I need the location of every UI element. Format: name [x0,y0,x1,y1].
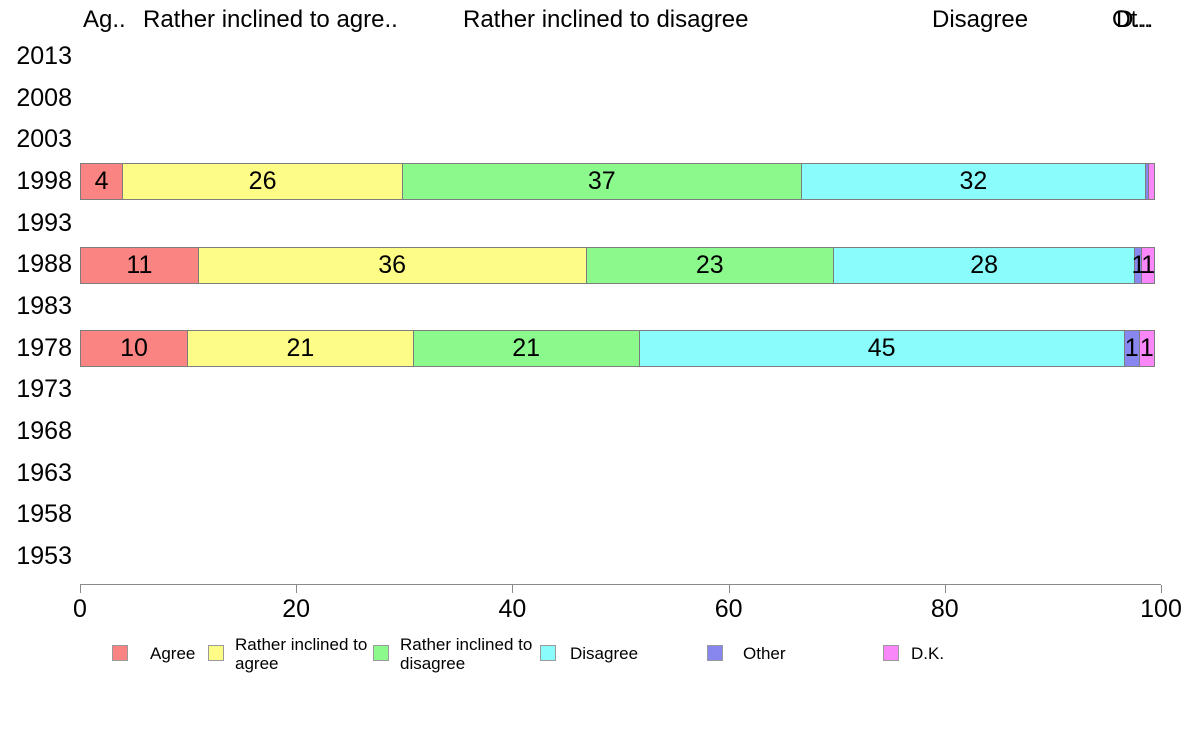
segment-value-label: 1 [1139,333,1154,362]
bar-segment[interactable]: 36 [197,246,587,284]
chart-row [80,203,1160,245]
bar-segment[interactable]: 1 [1138,329,1155,367]
bar-segment[interactable]: 1 [1141,246,1156,284]
segment-value-label: 23 [695,250,724,279]
segment-value-label: 1 [1131,250,1146,279]
segment-value-label: 37 [587,167,616,196]
column-header: Rather inclined to disagree [463,6,749,33]
segment-value-label: 21 [512,333,541,362]
segment-value-label: 1 [1124,333,1139,362]
year-label: 1993 [16,208,72,237]
segment-value-label: 11 [126,250,153,279]
stacked-bar-1978: 10 21 21 45 1 1 [80,329,1160,367]
chart-row: 10 21 21 45 1 1 [80,328,1160,370]
segment-value-label: 28 [970,250,999,279]
year-label: 1973 [16,375,72,404]
year-label: 2008 [16,83,72,112]
legend-item-label[interactable]: Agree [150,644,196,663]
axis-tick-label: 20 [282,595,311,623]
year-label: 2013 [16,42,72,70]
axis-tick [944,585,946,593]
year-label: 1953 [16,541,72,570]
segment-value-label: 26 [248,167,277,196]
year-label: 1968 [16,416,72,445]
column-header: Rather inclined to agre.. [143,6,398,33]
bar-segment[interactable]: 37 [401,163,802,201]
year-label: 2003 [16,125,72,154]
bar-segment[interactable]: 32 [800,163,1147,201]
segment-value-label: 4 [94,167,109,196]
chart-row [80,453,1160,495]
bar-segment[interactable]: 1 [1123,329,1140,367]
legend-item-label[interactable]: Other [743,644,786,663]
x-axis: 0 20 40 60 80 100 [73,584,1182,625]
year-label: 1963 [16,458,72,487]
axis-tick-label: 0 [73,595,87,623]
year-label: 1998 [16,166,72,195]
segment-value-label: 45 [867,333,896,362]
legend-swatch[interactable] [112,645,128,661]
year-label: 1988 [16,250,72,279]
axis-tick [296,585,298,593]
chart-row [80,78,1160,120]
axis-tick-label: 60 [714,595,743,623]
bar-segment[interactable]: 26 [122,163,403,201]
chart-row [80,119,1160,161]
chart-row [80,369,1160,411]
year-label: 1983 [16,291,72,320]
axis-tick-label: 80 [930,595,959,623]
bar-segment[interactable]: 45 [638,329,1125,367]
legend: Agree Rather inclined to agree Rather incl… [0,628,1188,688]
chart-row: 11 36 23 28 1 1 [80,244,1160,286]
bar-segment[interactable]: 10 [80,329,188,367]
stacked-bar-1998: 4 26 37 32 [80,163,1160,201]
legend-swatch[interactable] [373,645,389,661]
y-axis-labels: 2013 2008 2003 1998 1993 1988 1983 1978 1973 1968… [0,36,72,578]
bar-segment[interactable]: 21 [412,329,640,367]
bar-segment[interactable]: 4 [80,163,124,201]
chart-row [80,411,1160,453]
bar-segment[interactable] [1147,163,1155,201]
segment-value-label: 21 [286,333,315,362]
axis-tick-label: 100 [1140,595,1182,623]
legend-swatch[interactable] [208,645,224,661]
bar-segment[interactable]: 28 [832,246,1136,284]
legend-item-label[interactable]: Disagree [570,644,639,663]
segment-value-label: 10 [120,333,148,362]
segment-value-label: 1 [1141,250,1156,279]
chart-row [80,36,1160,78]
axis-tick-label: 40 [498,595,527,623]
legend-swatch[interactable] [707,645,723,661]
segment-value-label: 32 [959,167,988,196]
legend-swatch[interactable] [883,645,899,661]
chart-row [80,286,1160,328]
year-label: 1978 [16,333,72,362]
axis-tick [80,585,81,593]
column-header: D... [1116,6,1154,33]
legend-swatch[interactable] [540,645,556,661]
legend-item-label[interactable]: D.K. [911,644,945,663]
chart-row [80,494,1160,536]
column-header: Ot.. [1112,6,1151,33]
bar-segment[interactable]: 21 [187,329,414,367]
chart-row [80,536,1160,578]
column-header: Ag.. [83,6,126,33]
axis-tick [512,585,514,593]
legend-item-label[interactable]: Rather inclined to agree [235,635,368,673]
segment-value-label: 36 [378,250,407,279]
chart-row: 4 26 37 32 [80,161,1160,203]
bar-segment[interactable]: 1 [1131,246,1146,284]
axis-tick [1161,585,1162,593]
axis-tick [728,585,730,593]
bar-segment[interactable]: 23 [585,246,834,284]
stacked-bar-1988: 11 36 23 28 1 1 [80,246,1160,284]
plot-rows: 4 26 37 32 11 36 23 28 1 1 10 21 21 45 1 1 [80,36,1160,578]
legend-item-label[interactable]: Rather inclined to disagree [400,635,533,673]
bar-segment[interactable]: 11 [80,246,199,284]
year-label: 1958 [16,500,72,529]
column-header: Disagree [932,6,1029,33]
